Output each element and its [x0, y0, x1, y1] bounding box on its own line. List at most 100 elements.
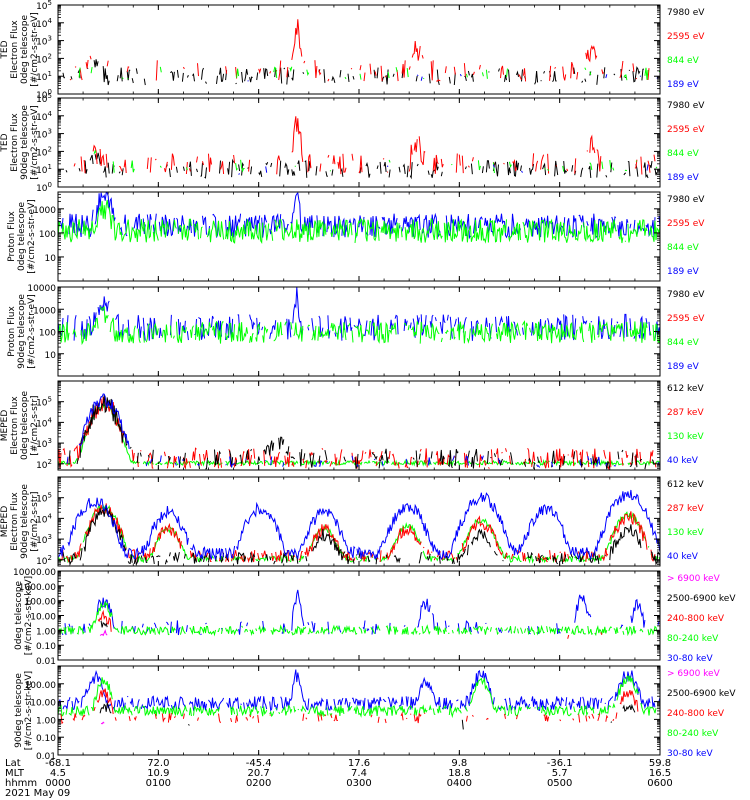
- panel-frame: [57, 4, 661, 95]
- x-tick-label-lat: 9.8: [451, 758, 467, 769]
- x-tick-label-mlt: 4.5: [50, 768, 66, 779]
- x-tick-label-hhmm: 0300: [346, 778, 371, 789]
- y-tick-label: 0.01: [36, 657, 56, 667]
- y-tick-label: 103: [36, 437, 52, 450]
- legend-entry: > 6900 keV: [667, 669, 721, 679]
- y-axis-label-line: Electron Flux: [10, 492, 20, 551]
- legend-entry: 612 keV: [667, 384, 704, 394]
- series-blue-line: [58, 489, 660, 561]
- y-tick-label: 105: [36, 396, 52, 409]
- series-red-line: [73, 116, 656, 175]
- series-red-line: [70, 19, 656, 81]
- series-black-line: [65, 152, 658, 180]
- legend-entry: 7980 eV: [667, 101, 705, 111]
- series-green-line: [58, 504, 660, 564]
- series-blue-line: [239, 165, 651, 175]
- series-blue-line: [61, 589, 660, 636]
- y-tick-label: 1.00: [36, 716, 56, 726]
- y-tick-label: 1.00: [36, 627, 56, 637]
- y-axis-label-line: Proton Flux: [7, 306, 17, 357]
- y-tick-label: 10.00: [30, 699, 56, 709]
- legend-entry: 30-80 keV: [667, 749, 713, 759]
- legend-entry: 7980 eV: [667, 195, 705, 205]
- y-tick-label: 102: [36, 145, 52, 158]
- legend-entry: 130 keV: [667, 528, 704, 538]
- series-magenta-line: [101, 722, 652, 737]
- y-axis-label-line: Proton Flux: [7, 211, 17, 262]
- y-tick-label: 100.00: [25, 598, 57, 608]
- panel-frame: [57, 476, 661, 567]
- y-tick-labels: 100 101 102 103 104 105: [36, 0, 52, 101]
- legend-entry: 844 eV: [667, 338, 700, 348]
- x-tick-label-lat: 59.8: [649, 758, 671, 769]
- y-axis-label-line: 0deg telescope: [17, 202, 27, 272]
- series-black-line: [69, 395, 660, 469]
- x-tick-label-lat: -68.1: [45, 758, 71, 769]
- y-tick-label: 105: [36, 492, 52, 505]
- x-tick-label-mlt: 18.8: [448, 768, 470, 779]
- x-tick-label-mlt: 7.4: [351, 768, 367, 779]
- y-axis-label-line: Electron Flux: [10, 20, 20, 79]
- y-tick-label: 105: [36, 0, 52, 12]
- y-tick-label: 100.00: [25, 681, 57, 691]
- legend: 7980 eV 2595 eV 844 eV 189 eV: [667, 8, 705, 90]
- y-tick-label: 1000: [33, 306, 56, 316]
- y-tick-label: 102: [36, 52, 52, 65]
- x-row-label-lat: Lat: [5, 758, 21, 769]
- series-green-line: [58, 676, 660, 716]
- legend-entry: 40 keV: [667, 456, 699, 466]
- y-axis-label-line: MEPED: [0, 506, 10, 538]
- y-axis-label-line: [#/cm2-s-str]: [30, 395, 40, 455]
- y-tick-label: 101: [36, 163, 52, 176]
- y-tick-label: 101: [36, 70, 52, 83]
- y-axis-label-line: TED: [0, 133, 10, 152]
- y-tick-label: 104: [36, 110, 52, 123]
- legend: 612 keV 287 keV 130 keV 40 keV: [667, 480, 704, 562]
- legend-entry: > 6900 keV: [667, 574, 721, 584]
- y-tick-labels: 10 100 1000: [33, 206, 56, 264]
- x-tick-label-mlt: 20.7: [248, 768, 270, 779]
- y-tick-label: 102: [36, 458, 52, 471]
- series-blue-line: [58, 192, 660, 240]
- y-tick-label: 10: [45, 351, 57, 361]
- y-axis-label: Proton Flux 0deg telescope [#/cm2-s-str-eV…: [7, 199, 37, 274]
- y-tick-labels: 0.01 0.10 1.00 10.00 100.00: [25, 681, 57, 762]
- series-blue-line: [247, 73, 659, 82]
- panel-frame: [57, 97, 661, 188]
- y-axis-label-line: [#/cm2-s-str-keV]: [24, 671, 34, 750]
- y-axis-label-line: 90deg telescope: [20, 105, 30, 180]
- legend-entry: 612 keV: [667, 480, 704, 490]
- y-axis-label-line: Electron Flux: [10, 113, 20, 172]
- x-tick-label-lat: -45.4: [246, 758, 272, 769]
- legend: 612 keV 287 keV 130 keV 40 keV: [667, 384, 704, 466]
- y-tick-labels: 10 100 1000 10000: [27, 284, 56, 361]
- legend-entry: 80-240 keV: [667, 729, 719, 739]
- series-red-line: [58, 397, 659, 469]
- panel-frame: [57, 570, 661, 661]
- y-axis-label-line: 0deg telescope: [14, 581, 24, 651]
- series-blue-line: [58, 669, 660, 712]
- y-tick-label: 10.00: [30, 613, 56, 623]
- x-tick-label-lat: 17.6: [348, 758, 370, 769]
- y-tick-label: 10000.00: [13, 568, 56, 578]
- series-blue-line: [66, 393, 660, 468]
- y-axis-label: 0deg telescope [#/cm2-s-str-keV]: [14, 576, 34, 655]
- y-tick-label: 100: [36, 181, 52, 194]
- legend: 7980 eV 2595 eV 844 eV 189 eV: [667, 195, 705, 277]
- legend-entry: 30-80 keV: [667, 654, 713, 664]
- series-green-line: [59, 602, 660, 635]
- legend: 7980 eV 2595 eV 844 eV 189 eV: [667, 101, 705, 183]
- legend-entry: 2595 eV: [667, 125, 705, 135]
- legend-entry: 2595 eV: [667, 314, 705, 324]
- y-tick-label: 100: [36, 88, 52, 101]
- x-tick-label-hhmm: 0100: [146, 778, 171, 789]
- y-axis-label-line: [#/cm2-s-str]: [30, 491, 40, 551]
- legend-entry: 287 keV: [667, 504, 704, 514]
